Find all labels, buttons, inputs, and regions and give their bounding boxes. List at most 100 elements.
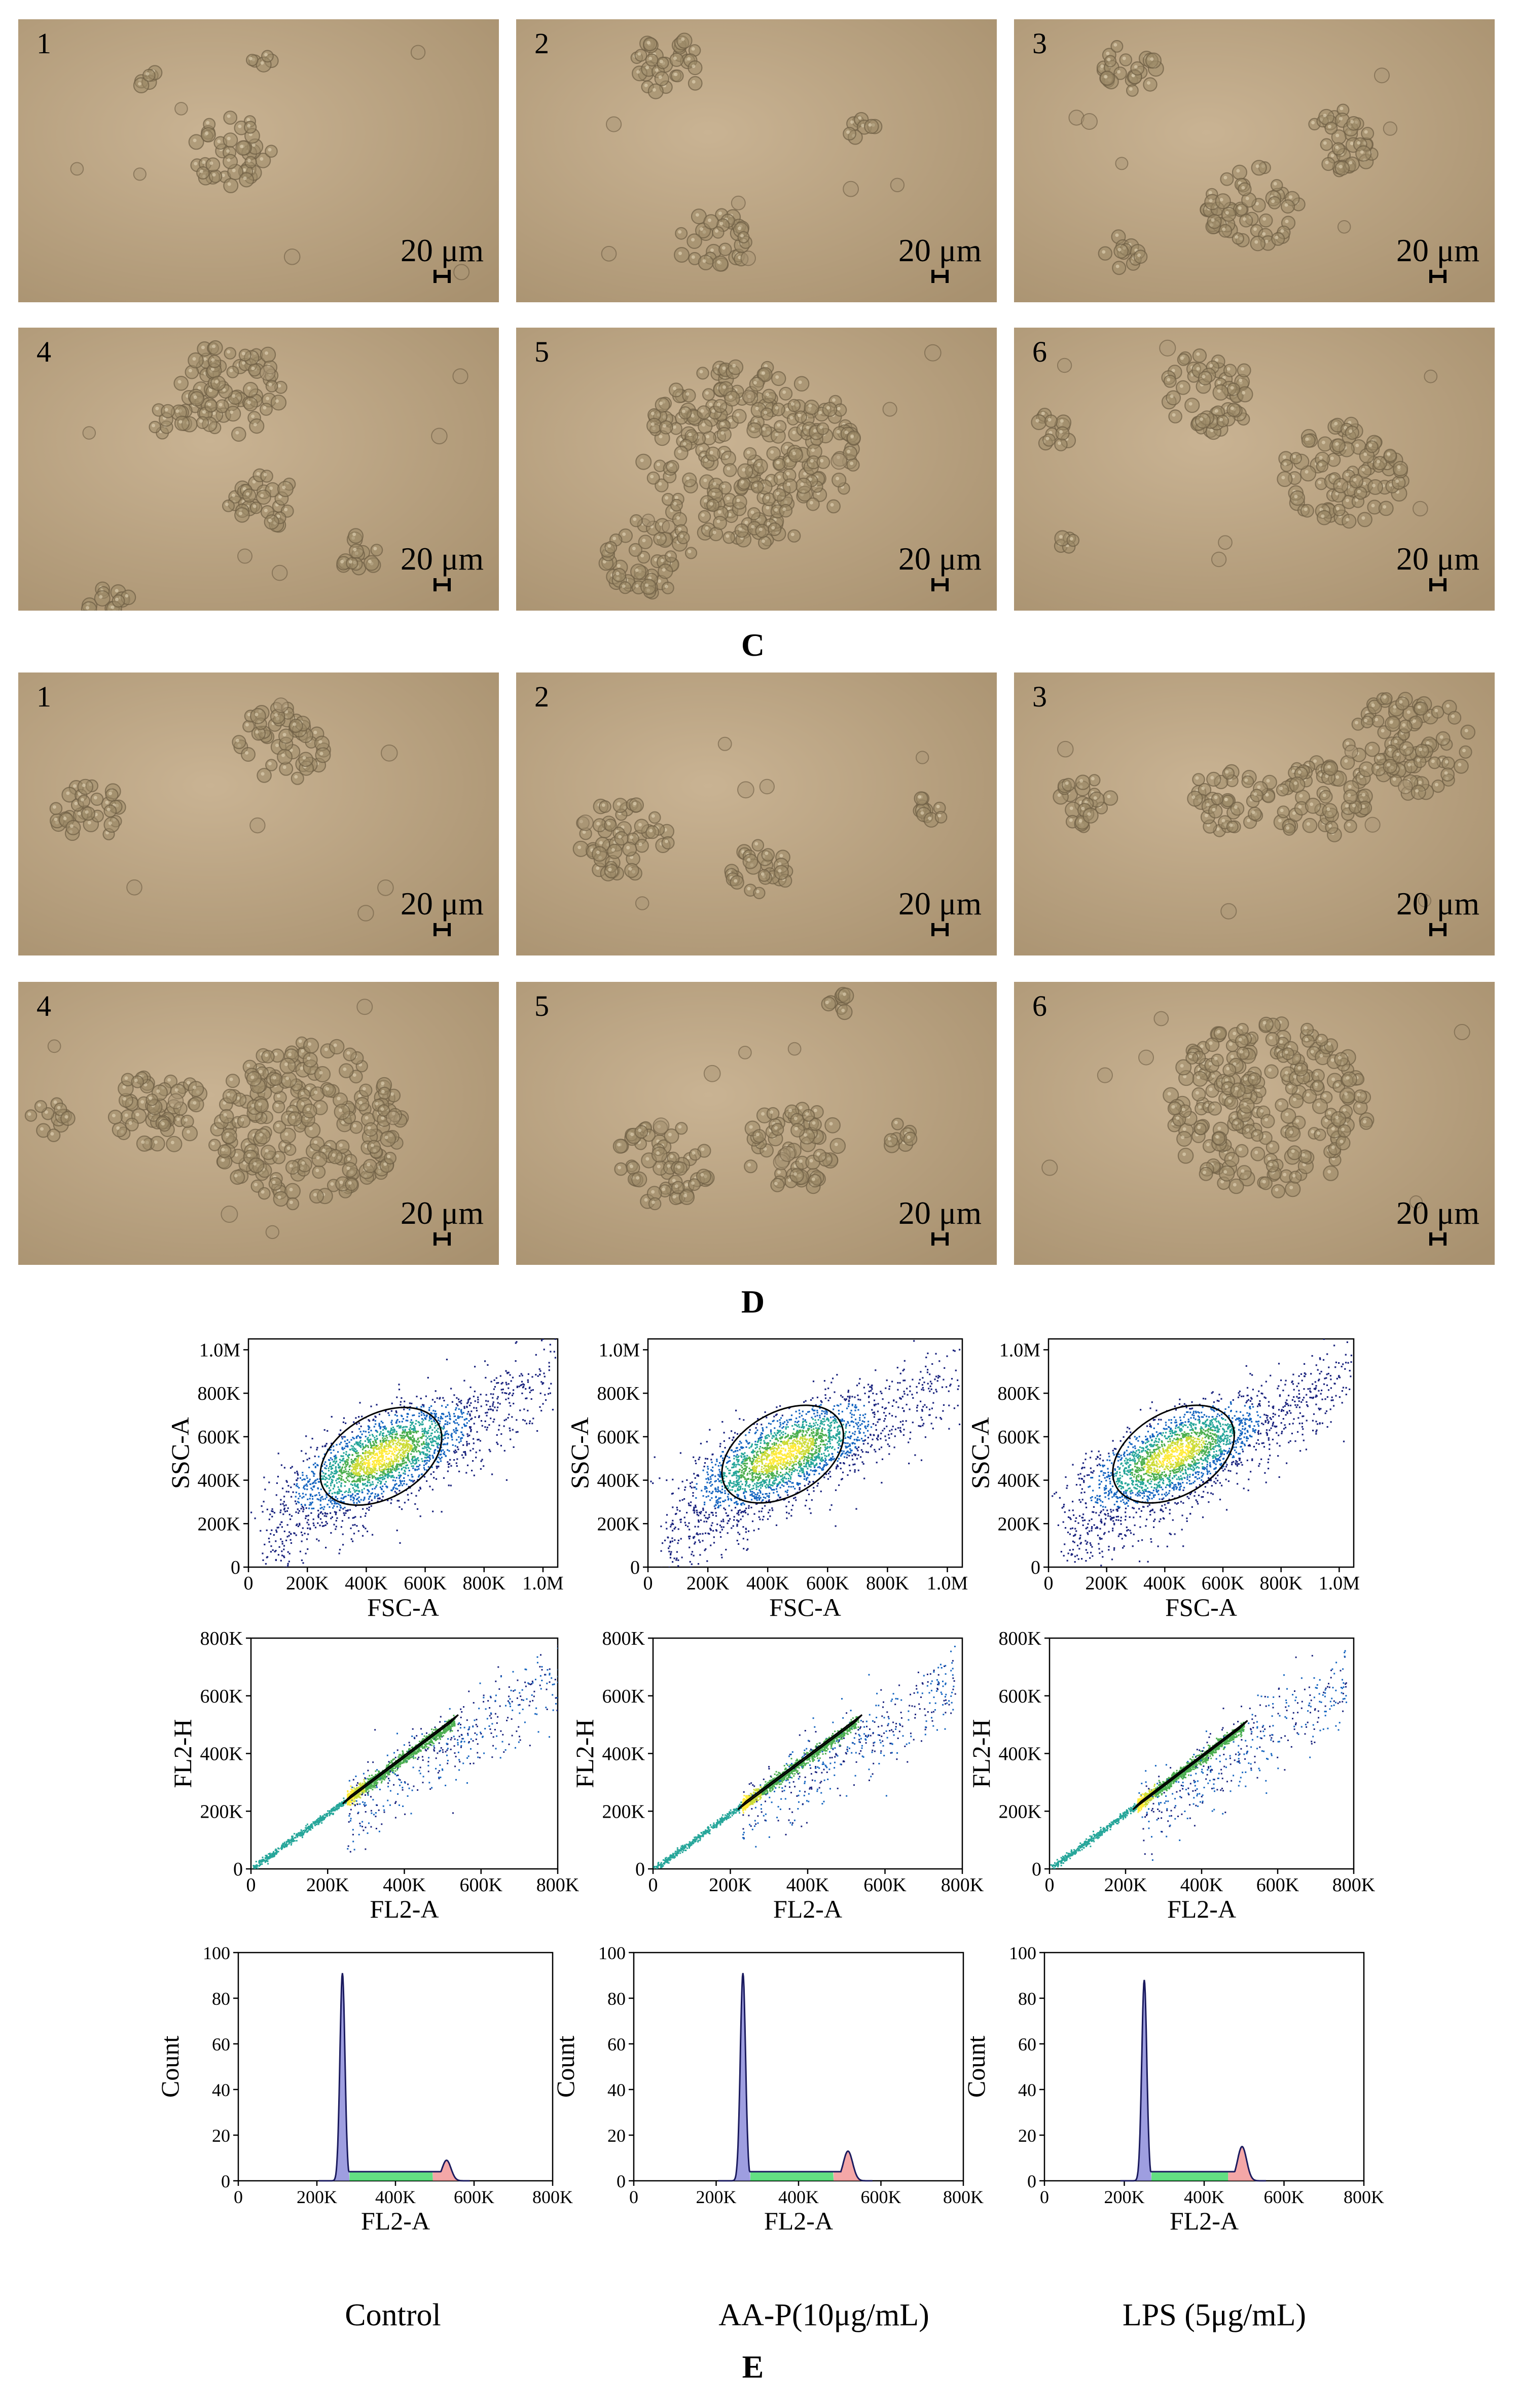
y-tick-label: 400K: [999, 1744, 1042, 1765]
y-tick-label: 60: [212, 2034, 230, 2055]
x-tick-label: 0: [244, 1573, 254, 1594]
x-tick-label: 600K: [454, 2187, 494, 2207]
scale-bar: 20 μm: [1396, 234, 1479, 285]
x-tick-label: 0: [643, 1573, 653, 1594]
x-tick-label: 600K: [863, 1874, 907, 1896]
y-axis-label: FL2-H: [168, 1719, 197, 1788]
micrograph-c4: 4 20 μm: [18, 328, 499, 611]
y-tick-label: 400K: [200, 1744, 243, 1765]
x-tick-label: 0: [629, 2187, 638, 2207]
micrograph-image: [18, 328, 499, 611]
y-tick-label: 20: [212, 2126, 230, 2146]
x-tick-label: 0: [1045, 1874, 1055, 1896]
x-tick-label: 200K: [286, 1573, 329, 1594]
y-tick-label: 0: [1027, 2171, 1036, 2191]
histogram-outline: [718, 1973, 873, 2182]
y-tick-label: 60: [1018, 2034, 1036, 2055]
x-tick-label: 600K: [806, 1573, 849, 1594]
y-tick-label: 400K: [198, 1470, 241, 1492]
x-tick-label: 1.0M: [522, 1573, 563, 1594]
x-tick-label: 400K: [778, 2187, 819, 2207]
condition-label-aap: AA-P(10μg/mL): [718, 2298, 929, 2332]
x-tick-label: 400K: [345, 1573, 388, 1594]
y-tick-label: 100: [1009, 1943, 1036, 1963]
micrograph-d3: 3 20 μm: [1014, 672, 1495, 955]
y-tick-label: 600K: [200, 1686, 243, 1707]
y-tick-label: 0: [617, 2171, 626, 2191]
gate-ellipse: [1112, 1404, 1235, 1504]
scale-bar-label: 20 μm: [400, 1195, 484, 1231]
cell-cycle-histogram: 0 200K 400K 600K 800K 0 20 40 60 80 100 FL2-A Count: [962, 1943, 1384, 2235]
x-axis-label: FL2-A: [773, 1895, 842, 1923]
y-tick-label: 60: [607, 2034, 626, 2055]
x-tick-label: 600K: [1202, 1573, 1245, 1594]
micrograph-c5: 5 20 μm: [516, 328, 997, 611]
x-tick-label: 600K: [861, 2187, 901, 2207]
micrograph-d6: 6 20 μm: [1014, 982, 1495, 1265]
event-points: [1052, 1339, 1352, 1567]
fsc-ssc-plot: 0 200K 400K 600K 800K 1.0M 0 200K 400K 600K 800K 1.…: [565, 1338, 968, 1621]
x-tick-label: 200K: [297, 2187, 337, 2207]
x-tick-label: 200K: [696, 2187, 737, 2207]
fsc-ssc-plot: 0 200K 400K 600K 800K 1.0M 0 200K 400K 600K 800K 1.…: [966, 1338, 1360, 1621]
x-tick-label: 200K: [686, 1573, 730, 1594]
y-tick-label: 600K: [999, 1686, 1042, 1707]
x-tick-label: 200K: [1104, 2187, 1145, 2207]
y-tick-label: 800K: [998, 1383, 1041, 1404]
y-axis-label: SSC-A: [966, 1417, 994, 1489]
y-tick-label: 100: [598, 1943, 626, 1963]
micrograph-d5: 5 20 μm: [516, 982, 997, 1265]
x-tick-label: 0: [234, 2187, 243, 2207]
y-tick-label: 200K: [999, 1801, 1042, 1822]
y-tick-label: 800K: [198, 1383, 241, 1404]
y-tick-label: 400K: [597, 1470, 640, 1492]
scale-bar: 20 μm: [898, 1197, 982, 1248]
y-axis-label: SSC-A: [565, 1417, 594, 1489]
micrograph-image: [18, 672, 499, 955]
fsc-ssc-plot: 0 200K 400K 600K 800K 1.0M 0 200K 400K 600K 800K 1.…: [166, 1338, 564, 1621]
y-axis-label: Count: [156, 2036, 184, 2098]
y-axis-label: SSC-A: [166, 1417, 194, 1489]
fl2-doublet-plot: 0 200K 400K 600K 800K 0 200K 400K 600K 800K FL2-A F…: [967, 1628, 1376, 1923]
y-tick-label: 1.0M: [199, 1339, 240, 1361]
s-phase-region: [750, 2172, 834, 2181]
x-tick-label: 400K: [746, 1573, 789, 1594]
panel-number: 5: [534, 335, 549, 368]
gate-ellipse: [721, 1404, 845, 1504]
event-points: [650, 1340, 961, 1567]
scale-bar: 20 μm: [401, 543, 484, 593]
panel-number: 4: [37, 335, 51, 368]
scale-bar: 20 μm: [898, 888, 982, 938]
x-axis-label: FSC-A: [769, 1593, 841, 1621]
scale-bar-label: 20 μm: [1396, 232, 1479, 268]
y-tick-label: 600K: [198, 1427, 241, 1448]
panel-number: 3: [1032, 27, 1047, 60]
micrograph-d1: 1 20 μm: [18, 672, 499, 955]
micrograph-image: [18, 19, 499, 302]
gate-ellipse: [319, 1406, 443, 1506]
y-tick-label: 20: [607, 2126, 626, 2146]
scale-bar: 20 μm: [1396, 888, 1479, 938]
panel-number: 6: [1032, 989, 1047, 1022]
scale-bar: 20 μm: [1396, 1197, 1479, 1248]
y-tick-label: 40: [607, 2080, 626, 2100]
y-tick-label: 800K: [597, 1383, 640, 1404]
y-tick-label: 400K: [602, 1744, 645, 1765]
panel-label-e: E: [742, 2349, 764, 2385]
scale-bar-label: 20 μm: [898, 886, 982, 922]
y-tick-label: 80: [212, 1989, 230, 2009]
y-tick-label: 40: [1018, 2080, 1036, 2100]
x-tick-label: 200K: [306, 1874, 349, 1896]
x-tick-label: 800K: [941, 1874, 984, 1896]
micrograph-image: [1014, 19, 1495, 302]
x-tick-label: 800K: [1332, 1874, 1376, 1896]
fl2-doublet-plot: 0 200K 400K 600K 800K 0 200K 400K 600K 800K FL2-A F…: [570, 1628, 984, 1923]
scale-bar: 20 μm: [898, 234, 982, 285]
y-tick-label: 100: [203, 1943, 230, 1963]
x-tick-label: 0: [1044, 1573, 1054, 1594]
micrograph-c6: 6 20 μm: [1014, 328, 1495, 611]
panel-number: 2: [534, 680, 549, 713]
x-tick-label: 600K: [1264, 2187, 1305, 2207]
scale-bar-label: 20 μm: [400, 541, 484, 577]
